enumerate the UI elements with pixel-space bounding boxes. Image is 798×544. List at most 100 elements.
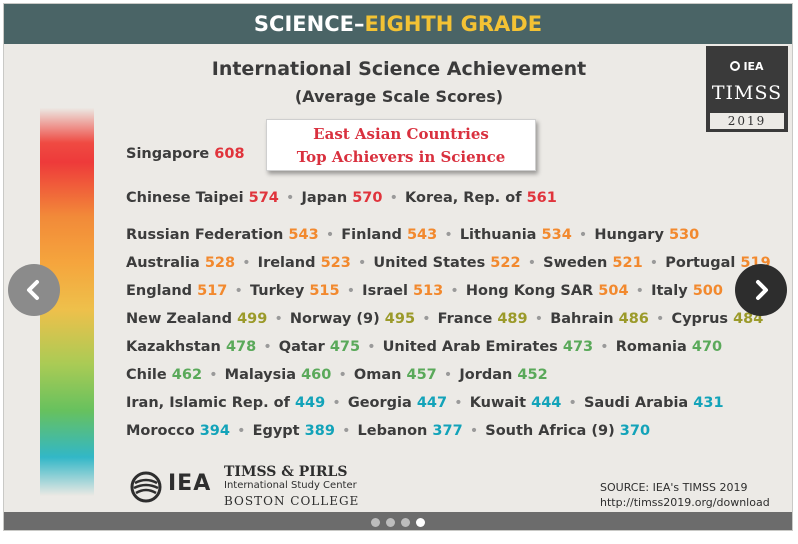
country-name: South Africa (9) (485, 423, 620, 439)
country-score: 574 (248, 190, 279, 206)
country-score: 543 (288, 227, 319, 243)
separator-dot: • (346, 283, 356, 299)
separator-dot: • (367, 339, 376, 355)
score-row: Russian Federation 543 • Finland 543 • Lithu… (126, 227, 699, 243)
country-score: 478 (225, 339, 257, 355)
badge-name: TIMSS (711, 82, 783, 104)
carousel-dot[interactable] (401, 518, 410, 527)
country-name: Lebanon (357, 423, 433, 439)
country-name: Ireland (257, 255, 321, 271)
separator-dot: • (237, 423, 246, 439)
country-name: Jordan (459, 367, 518, 383)
country-score: 394 (199, 423, 230, 439)
source-link[interactable]: http://timss2019.org/download (600, 496, 770, 509)
country-name: Chile (126, 367, 172, 383)
country-score: 370 (619, 423, 651, 439)
badge-org-text: IEA (743, 60, 764, 73)
logo-line-1: TIMSS & PIRLS (224, 464, 348, 480)
country-name: England (126, 283, 198, 299)
country-name: Chinese Taipei (126, 190, 249, 206)
country-score: 521 (612, 255, 643, 271)
logo-line-3: BOSTON COLLEGE (224, 494, 360, 508)
country-score: 489 (497, 311, 528, 327)
chevron-left-icon (27, 280, 39, 300)
country-name: Israel (362, 283, 413, 299)
separator-dot: • (568, 395, 577, 411)
logo-line-2: International Study Center (224, 480, 357, 491)
country-score: 470 (691, 339, 723, 355)
country-name: Singapore (126, 146, 215, 162)
source-line: SOURCE: IEA's TIMSS 2019 (600, 481, 748, 494)
country-score: 447 (416, 395, 448, 411)
country-score: 523 (320, 255, 351, 271)
logo-abbr: IEA (168, 471, 212, 496)
score-row: England 517 • Turkey 515 • Israel 513 • Hong K… (126, 283, 723, 299)
score-row: Chinese Taipei 574 • Japan 570 • Korea, Rep.… (126, 190, 557, 206)
country-name: Hong Kong SAR (465, 283, 599, 299)
country-score: 515 (309, 283, 340, 299)
country-name: Cyprus (671, 311, 734, 327)
score-row: Kazakhstan 478 • Qatar 475 • United Arab Emi… (126, 339, 722, 355)
score-row: Iran, Islamic Rep. of 449 • Georgia 447 • Ku… (126, 395, 724, 411)
source-note: SOURCE: IEA's TIMSS 2019 http://timss201… (600, 480, 790, 510)
country-score: 377 (432, 423, 463, 439)
country-score: 570 (352, 190, 383, 206)
page-subtitle: (Average Scale Scores) (294, 87, 504, 106)
separator-dot: • (242, 255, 251, 271)
separator-dot: • (649, 255, 659, 271)
country-name: Finland (341, 227, 407, 243)
country-name: Sweden (543, 255, 613, 271)
country-score: 608 (214, 146, 245, 162)
grade-banner: SCIENCE–EIGHTH GRADE (4, 4, 792, 44)
separator-dot: • (274, 311, 283, 327)
country-name: Korea, Rep. of (405, 190, 527, 206)
country-name: Norway (9) (289, 311, 385, 327)
separator-dot: • (263, 339, 272, 355)
score-row: Australia 528 • Ireland 523 • United States … (126, 255, 771, 271)
country-name: Iran, Islamic Rep. of (126, 395, 295, 411)
carousel-dot[interactable] (416, 518, 425, 527)
country-name: Qatar (278, 339, 330, 355)
country-name: New Zealand (126, 311, 238, 327)
score-row: Morocco 394 • Egypt 389 • Lebanon 377 • South … (126, 423, 650, 439)
country-name: Japan (301, 190, 353, 206)
next-slide-button[interactable] (735, 264, 787, 316)
country-score: 561 (526, 190, 557, 206)
country-name: Turkey (249, 283, 310, 299)
carousel-dots (4, 512, 792, 530)
separator-dot: • (389, 190, 399, 206)
carousel-dot[interactable] (371, 518, 380, 527)
country-name: Oman (353, 367, 407, 383)
country-score: 486 (618, 311, 649, 327)
separator-dot: • (357, 255, 367, 271)
country-score: 534 (541, 227, 572, 243)
country-name: Malaysia (224, 367, 302, 383)
country-name: Russian Federation (126, 227, 289, 243)
separator-dot: • (469, 423, 479, 439)
separator-dot: • (450, 283, 459, 299)
country-score: 517 (197, 283, 228, 299)
separator-dot: • (444, 227, 453, 243)
separator-dot: • (534, 311, 544, 327)
country-name: Hungary (594, 227, 669, 243)
separator-dot: • (600, 339, 609, 355)
country-score: 473 (562, 339, 594, 355)
callout-line-1: East Asian Countries (313, 125, 489, 143)
separator-dot: • (285, 190, 295, 206)
carousel-dot[interactable] (386, 518, 395, 527)
prev-slide-button[interactable] (8, 264, 60, 316)
country-name: Italy (651, 283, 693, 299)
banner-subject: SCIENCE– (253, 12, 365, 36)
country-name: Bahrain (550, 311, 619, 327)
country-score: 444 (531, 395, 562, 411)
country-score: 449 (294, 395, 326, 411)
country-score: 522 (490, 255, 521, 271)
separator-dot: • (527, 255, 537, 271)
separator-dot: • (209, 367, 218, 383)
country-name: France (437, 311, 498, 327)
country-name: Portugal (665, 255, 741, 271)
country-name: Australia (126, 255, 205, 271)
country-name: Georgia (347, 395, 417, 411)
score-row: New Zealand 499 • Norway (9) 495 • France 48… (126, 311, 763, 327)
score-row: Chile 462 • Malaysia 460 • Oman 457 • Jordan 4… (126, 367, 548, 383)
